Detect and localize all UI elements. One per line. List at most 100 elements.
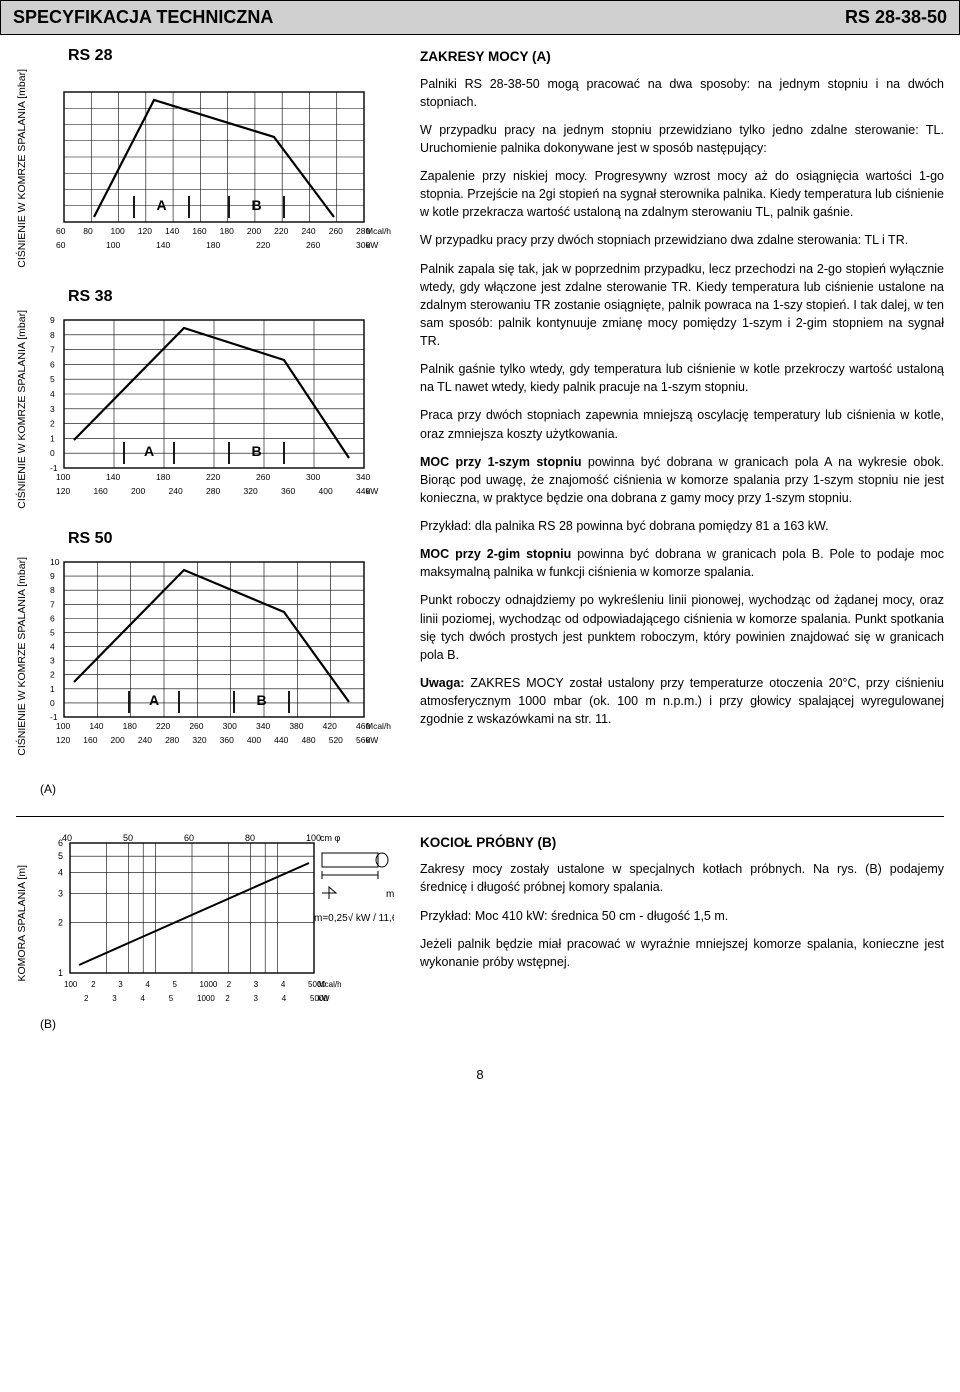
svg-text:4: 4 <box>50 641 55 651</box>
svg-text:5: 5 <box>172 980 177 989</box>
svg-text:180: 180 <box>220 226 234 236</box>
svg-text:6: 6 <box>50 613 55 623</box>
svg-text:400: 400 <box>319 486 333 496</box>
chart-rs38: RS 38 CIŚNIENIE W KOMRZE SPALANIA [mbar]… <box>16 288 396 510</box>
svg-text:B: B <box>252 197 262 213</box>
svg-text:2: 2 <box>84 994 89 1003</box>
svg-text:220: 220 <box>274 226 288 236</box>
para-11: Punkt roboczy odnajdziemy po wykreśleniu… <box>420 591 944 664</box>
svg-text:5: 5 <box>50 374 55 384</box>
svg-text:220: 220 <box>156 721 170 731</box>
para-3: Zapalenie przy niskiej mocy. Progresywny… <box>420 167 944 221</box>
uwaga-label: Uwaga: <box>420 676 464 690</box>
svg-text:380: 380 <box>289 721 303 731</box>
svg-text:kW: kW <box>366 240 378 250</box>
svg-text:120: 120 <box>56 735 70 745</box>
svg-text:140: 140 <box>106 472 120 482</box>
bottom-p2: Przykład: Moc 410 kW: średnica 50 cm - d… <box>420 907 944 925</box>
svg-text:260: 260 <box>256 472 270 482</box>
svg-text:2: 2 <box>50 669 55 679</box>
svg-text:360: 360 <box>220 735 234 745</box>
chart-rs38-title: RS 38 <box>68 288 396 306</box>
header-left: SPECYFIKACJA TECHNICZNA <box>13 7 273 28</box>
heading-zakresy: ZAKRESY MOCY (A) <box>420 47 944 67</box>
svg-text:2: 2 <box>227 980 232 989</box>
chart-rs28: RS 28 CIŚNIENIE W KOMRZE SPALANIA [mbar]… <box>16 47 396 268</box>
svg-text:40: 40 <box>62 833 72 843</box>
chart-rs38-ylabel: CIŚNIENIE W KOMRZE SPALANIA [mbar] <box>16 310 34 509</box>
svg-text:160: 160 <box>94 486 108 496</box>
svg-text:80: 80 <box>83 226 93 236</box>
svg-text:4: 4 <box>145 980 150 989</box>
svg-text:440: 440 <box>274 735 288 745</box>
para-1: Palniki RS 28-38-50 mogą pracować na dwa… <box>420 75 944 111</box>
svg-text:300: 300 <box>306 472 320 482</box>
para-7: Praca przy dwóch stopniach zapewnia mnie… <box>420 406 944 442</box>
svg-text:7: 7 <box>50 344 55 354</box>
svg-text:1: 1 <box>58 968 63 978</box>
svg-text:2: 2 <box>225 994 230 1003</box>
svg-text:cm φ: cm φ <box>320 833 340 843</box>
svg-text:400: 400 <box>247 735 261 745</box>
svg-text:1000: 1000 <box>200 980 218 989</box>
para-12: Uwaga: ZAKRES MOCY został ustalony przy … <box>420 674 944 728</box>
svg-text:60: 60 <box>184 833 194 843</box>
svg-text:240: 240 <box>301 226 315 236</box>
svg-text:80: 80 <box>245 833 255 843</box>
svg-text:kW: kW <box>318 994 330 1003</box>
svg-text:50: 50 <box>123 833 133 843</box>
moc2-label: MOC przy 2-gim stopniu <box>420 547 571 561</box>
bottom-p1: Zakresy mocy zostały ustalone w specjaln… <box>420 860 944 896</box>
svg-text:180: 180 <box>206 240 220 250</box>
svg-text:120: 120 <box>56 486 70 496</box>
header: SPECYFIKACJA TECHNICZNA RS 28-38-50 <box>0 0 960 35</box>
svg-text:3: 3 <box>50 655 55 665</box>
svg-text:1000: 1000 <box>197 994 215 1003</box>
svg-text:Mcal/h: Mcal/h <box>366 721 391 731</box>
svg-text:180: 180 <box>156 472 170 482</box>
svg-text:140: 140 <box>89 721 103 731</box>
svg-text:6: 6 <box>50 359 55 369</box>
para-4: W przypadku pracy przy dwóch stopniach p… <box>420 231 944 249</box>
svg-text:A: A <box>144 443 154 459</box>
svg-text:4: 4 <box>281 980 286 989</box>
svg-text:m=0,25√ kW / 11,63: m=0,25√ kW / 11,63 <box>314 912 394 924</box>
para-10: MOC przy 2-gim stopniu powinna być dobra… <box>420 545 944 581</box>
svg-text:Mcal/h: Mcal/h <box>366 226 391 236</box>
para-9: Przykład: dla palnika RS 28 powinna być … <box>420 517 944 535</box>
svg-text:280: 280 <box>165 735 179 745</box>
svg-text:9: 9 <box>50 571 55 581</box>
svg-text:260: 260 <box>189 721 203 731</box>
chart-rs50-ylabel: CIŚNIENIE W KOMRZE SPALANIA [mbar] <box>16 557 34 756</box>
uwaga-text: ZAKRES MOCY został ustalony przy tempera… <box>420 676 944 726</box>
svg-text:100: 100 <box>56 721 70 731</box>
svg-text:0: 0 <box>50 698 55 708</box>
svg-text:60: 60 <box>56 226 66 236</box>
chart-rs28-ylabel: CIŚNIENIE W KOMRZE SPALANIA [mbar] <box>16 69 34 268</box>
svg-text:3: 3 <box>254 994 259 1003</box>
chart-rs38-svg: -10123456789 AB 100140180220260300340120… <box>34 310 396 510</box>
svg-text:5: 5 <box>50 627 55 637</box>
svg-text:200: 200 <box>247 226 261 236</box>
bottom-chart-svg: 123456 40506080100cm φ100234510002345000… <box>34 833 394 1013</box>
bottom-chart-ylabel: KOMORA SPALANIA [m] <box>16 865 34 982</box>
svg-text:5: 5 <box>58 851 63 861</box>
svg-text:160: 160 <box>83 735 97 745</box>
svg-text:480: 480 <box>301 735 315 745</box>
svg-text:1: 1 <box>50 684 55 694</box>
svg-text:9: 9 <box>50 315 55 325</box>
svg-text:5: 5 <box>169 994 174 1003</box>
svg-text:340: 340 <box>356 472 370 482</box>
svg-text:A: A <box>149 692 159 708</box>
svg-text:100: 100 <box>106 240 120 250</box>
svg-text:B: B <box>257 692 267 708</box>
svg-text:7: 7 <box>50 599 55 609</box>
svg-text:100: 100 <box>64 980 78 989</box>
label-a: (A) <box>40 782 396 796</box>
svg-text:240: 240 <box>169 486 183 496</box>
heading-kociol: KOCIOŁ PRÓBNY (B) <box>420 833 944 853</box>
svg-text:60: 60 <box>56 240 66 250</box>
svg-text:100: 100 <box>306 833 321 843</box>
para-2: W przypadku pracy na jednym stopniu prze… <box>420 121 944 157</box>
svg-text:2: 2 <box>91 980 96 989</box>
